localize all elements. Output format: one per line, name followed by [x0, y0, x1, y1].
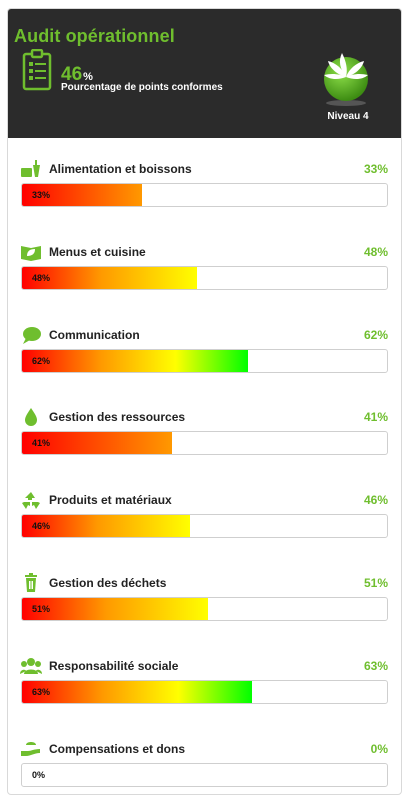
category-name: Gestion des déchets	[49, 576, 166, 590]
category-progress-label: 0%	[32, 770, 45, 780]
category-name: Produits et matériaux	[49, 493, 172, 507]
category-percent: 63%	[364, 659, 388, 673]
audit-header: Audit opérationnel 46% Pourcentage de po…	[8, 9, 401, 138]
clipboard-checklist-icon	[22, 49, 52, 91]
category-row: Compensations et dons 0% 0%	[8, 739, 401, 795]
category-progress-label: 63%	[32, 687, 50, 697]
category-progress-label: 41%	[32, 438, 50, 448]
category-percent: 41%	[364, 410, 388, 424]
category-progress-label: 48%	[32, 273, 50, 283]
recycle-icon	[20, 490, 42, 510]
page-title: Audit opérationnel	[14, 26, 175, 47]
category-name: Gestion des ressources	[49, 410, 185, 424]
audit-card: Audit opérationnel 46% Pourcentage de po…	[7, 8, 402, 795]
category-row: Responsabilité sociale 63% 63%	[8, 656, 401, 716]
category-progress-label: 62%	[32, 356, 50, 366]
category-percent: 62%	[364, 328, 388, 342]
giving-hand-icon	[20, 739, 42, 759]
category-progress-fill	[22, 350, 248, 372]
category-row: Gestion des déchets 51% 51%	[8, 573, 401, 633]
category-name: Communication	[49, 328, 140, 342]
category-name: Alimentation et boissons	[49, 162, 192, 176]
category-percent: 33%	[364, 162, 388, 176]
category-progress-fill	[22, 681, 252, 703]
trash-icon	[20, 573, 42, 593]
level-leaf-logo-icon	[316, 47, 376, 107]
category-row: Produits et matériaux 46% 46%	[8, 490, 401, 550]
people-icon	[20, 656, 42, 676]
category-progress-bar: 0%	[21, 763, 388, 787]
category-row: Menus et cuisine 48% 48%	[8, 242, 401, 302]
category-name: Responsabilité sociale	[49, 659, 178, 673]
category-percent: 48%	[364, 245, 388, 259]
food-drink-icon	[20, 159, 42, 179]
category-progress-bar: 63%	[21, 680, 388, 704]
overall-score-caption: Pourcentage de points conformes	[61, 82, 223, 93]
category-progress-label: 33%	[32, 190, 50, 200]
category-progress-bar: 33%	[21, 183, 388, 207]
water-drop-icon	[20, 407, 42, 427]
category-progress-bar: 48%	[21, 266, 388, 290]
category-percent: 46%	[364, 493, 388, 507]
category-row: Gestion des ressources 41% 41%	[8, 407, 401, 467]
category-percent: 51%	[364, 576, 388, 590]
category-progress-bar: 46%	[21, 514, 388, 538]
category-progress-bar: 41%	[21, 431, 388, 455]
category-percent: 0%	[371, 742, 388, 756]
category-row: Alimentation et boissons 33% 33%	[8, 159, 401, 219]
category-progress-label: 46%	[32, 521, 50, 531]
category-row: Communication 62% 62%	[8, 325, 401, 385]
category-progress-bar: 51%	[21, 597, 388, 621]
category-name: Menus et cuisine	[49, 245, 146, 259]
level-label: Niveau 4	[313, 111, 383, 122]
category-name: Compensations et dons	[49, 742, 185, 756]
speech-bubble-icon	[20, 325, 42, 345]
category-progress-bar: 62%	[21, 349, 388, 373]
category-progress-label: 51%	[32, 604, 50, 614]
menu-leaf-icon	[20, 242, 42, 262]
